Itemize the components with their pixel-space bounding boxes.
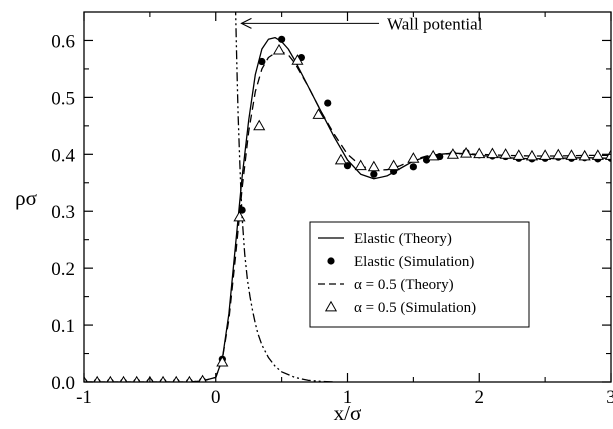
- data-point: [387, 159, 400, 171]
- ticks-layer: -1 0 1 2 3 0.0 0.1 0.2 0.3 0.4 0.5 0.6: [51, 12, 613, 408]
- legend-entry: Elastic (Theory): [318, 231, 452, 247]
- data-point: [106, 375, 114, 382]
- plot-area: [84, 12, 611, 382]
- legend-label: α = 0.5 (Simulation): [354, 300, 476, 316]
- data-point: [172, 375, 180, 382]
- data-point: [552, 148, 565, 160]
- data-point: [367, 160, 380, 172]
- y-tick-label: 0.0: [51, 373, 75, 394]
- data-point: [253, 119, 266, 131]
- data-point: [539, 149, 552, 160]
- series-0-5-simulation: [84, 43, 611, 382]
- data-point: [84, 375, 88, 382]
- data-point: [258, 57, 266, 66]
- data-point: [312, 108, 325, 119]
- annotation-wall-potential: Wall potential: [240, 14, 483, 33]
- data-point: [119, 375, 128, 382]
- x-tick-label: 3: [606, 387, 613, 408]
- data-point: [446, 148, 459, 159]
- legend-label: Elastic (Simulation): [354, 254, 474, 270]
- legend-entry: Elastic (Simulation): [327, 254, 474, 270]
- data-point: [278, 35, 286, 43]
- data-point: [460, 146, 473, 158]
- legend-swatch: [327, 257, 335, 265]
- y-tick-label: 0.6: [51, 31, 75, 52]
- data-point: [354, 159, 367, 171]
- data-point: [409, 163, 417, 171]
- legend-box: [309, 221, 530, 328]
- data-point: [407, 152, 420, 163]
- data-point: [565, 149, 578, 160]
- series-line: [234, 12, 335, 382]
- legend-entry: α = 0.5 (Theory): [318, 277, 454, 293]
- annotation-text: Wall potential: [387, 14, 483, 33]
- series-line: [84, 51, 611, 382]
- legend-label: α = 0.5 (Theory): [354, 277, 454, 293]
- data-point: [486, 147, 499, 159]
- annotation-layer: Wall potential: [240, 14, 483, 33]
- y-tick-label: 0.4: [51, 145, 75, 166]
- data-point: [198, 374, 207, 382]
- series-elastic-theory: [84, 36, 611, 382]
- legend-swatch: [324, 300, 338, 312]
- data-point: [427, 149, 440, 161]
- y-tick-label: 0.1: [51, 316, 75, 337]
- data-point: [525, 149, 539, 161]
- annotation-arrowhead: [240, 17, 252, 29]
- x-tick-label: 1: [343, 387, 353, 408]
- y-axis-label: ρσ: [15, 186, 37, 210]
- data-point: [499, 148, 512, 159]
- x-tick-label: -1: [76, 387, 92, 408]
- series-wall-potential: [234, 12, 335, 382]
- series-line: [84, 36, 611, 382]
- x-axis-label: x/σ: [334, 401, 362, 425]
- data-point: [512, 149, 525, 160]
- y-tick-label: 0.5: [51, 88, 75, 109]
- x-tick-label: 0: [211, 387, 221, 408]
- data-point: [291, 54, 304, 65]
- data-point: [272, 43, 286, 55]
- legend: Elastic (Theory) Elastic (Simulation) α = …: [309, 221, 530, 328]
- data-point: [185, 375, 193, 382]
- legend-entry: α = 0.5 (Simulation): [324, 300, 476, 316]
- data-point: [591, 149, 604, 160]
- series-layer: [84, 12, 611, 382]
- series-elastic-simulation: [84, 35, 611, 382]
- legend-label: Elastic (Theory): [354, 231, 452, 247]
- data-point: [216, 355, 229, 367]
- data-point: [93, 375, 101, 382]
- series-0-5-theory: [84, 51, 611, 382]
- data-point: [159, 375, 167, 382]
- data-point: [324, 99, 332, 107]
- x-tick-label: 2: [475, 387, 485, 408]
- data-point: [334, 153, 347, 165]
- data-point: [133, 375, 141, 382]
- data-point: [578, 149, 591, 161]
- data-point: [473, 147, 486, 159]
- y-tick-label: 0.2: [51, 259, 75, 280]
- data-point: [370, 170, 378, 178]
- y-tick-label: 0.3: [51, 202, 75, 223]
